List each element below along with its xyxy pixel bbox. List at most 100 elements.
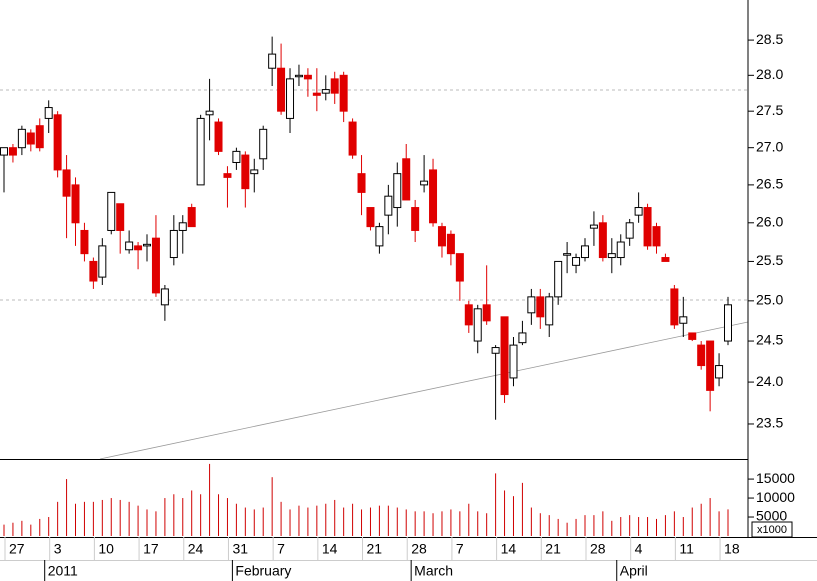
unit-box	[751, 521, 793, 538]
candle-body	[116, 203, 125, 231]
candle-body	[429, 169, 438, 224]
month-label: March	[414, 563, 453, 579]
month-label: 2011	[48, 563, 78, 579]
candle-body	[125, 241, 134, 251]
candle-body	[357, 173, 366, 193]
candle-body	[178, 222, 187, 231]
candle-body	[706, 340, 715, 391]
candle-body	[598, 222, 607, 259]
candle-body	[491, 347, 500, 354]
candle-body	[205, 110, 214, 116]
y-tick-label: 28.0	[756, 66, 783, 82]
candle-body	[652, 226, 661, 247]
candle-body	[134, 245, 143, 251]
x-tick-label: 7	[456, 541, 464, 557]
y-tick-label: 25.0	[756, 292, 783, 308]
candle-body	[196, 117, 205, 186]
candle-body	[169, 229, 178, 259]
candle-body	[724, 304, 732, 342]
candle-body	[393, 173, 402, 209]
candle-body	[697, 344, 706, 367]
x-tick-label: 21	[545, 541, 561, 557]
x-tick-label: 14	[501, 541, 517, 557]
y-tick-label: 26.5	[756, 176, 783, 192]
x-tick-label: 10	[98, 541, 114, 557]
x-tick-label: 14	[322, 541, 338, 557]
x-tick-label: 27	[9, 541, 25, 557]
candle-body	[44, 107, 53, 119]
y-tick-label: 27.5	[756, 102, 783, 118]
candle-body	[589, 224, 598, 229]
candle-body	[187, 207, 196, 228]
x-tick-label: 18	[724, 541, 740, 557]
candle-body	[62, 169, 71, 197]
candle-body	[143, 243, 152, 247]
candle-body	[464, 304, 473, 326]
trend-line	[99, 321, 749, 460]
candle-body	[89, 260, 98, 282]
candle-body	[679, 316, 688, 324]
y-tick-label: 23.5	[756, 415, 783, 431]
candle-body	[446, 233, 455, 255]
candle-body	[160, 288, 169, 306]
candle-body	[437, 226, 446, 247]
candle-body	[473, 308, 482, 342]
x-tick-label: 11	[679, 541, 694, 557]
x-tick-label: 17	[143, 541, 159, 557]
candle-body	[572, 257, 581, 266]
candle-body	[232, 150, 241, 163]
candle-body	[661, 257, 670, 262]
x-tick-label: 24	[188, 541, 204, 557]
candle-body	[223, 173, 232, 178]
candle-body	[625, 222, 634, 239]
y-tick-label: 28.5	[756, 31, 783, 47]
candle-body	[563, 253, 572, 256]
candle-body	[518, 332, 527, 344]
candle-body	[17, 128, 26, 149]
candle-body	[277, 67, 286, 112]
x-tick-label: 21	[367, 541, 383, 557]
candle-body	[670, 288, 679, 326]
x-tick-label: 4	[635, 541, 643, 557]
candle-body	[241, 154, 250, 190]
candle-body	[151, 237, 160, 294]
candle-body	[616, 241, 625, 259]
candle-body	[643, 207, 652, 247]
candle-body	[527, 296, 536, 314]
x-tick-label: 28	[590, 541, 606, 557]
volume-tick-label: 5000	[756, 508, 787, 524]
candle-body	[715, 365, 724, 379]
month-label: April	[620, 563, 648, 579]
candle-body	[634, 207, 643, 216]
candle-body	[420, 180, 429, 186]
y-tick-label: 24.0	[756, 373, 783, 389]
candle-body	[366, 207, 375, 228]
y-tick-label: 25.5	[756, 252, 783, 268]
candle-body	[455, 253, 464, 282]
candle-body	[500, 316, 509, 396]
x-tick-label: 28	[411, 541, 427, 557]
candle-body	[321, 89, 330, 94]
candle-body	[250, 169, 259, 175]
x-tick-label: 7	[277, 541, 285, 557]
y-tick-label: 26.0	[756, 213, 783, 229]
candle-body	[384, 195, 393, 216]
candle-body	[536, 296, 545, 318]
month-label: February	[235, 563, 291, 579]
y-tick-label: 27.0	[756, 138, 783, 154]
candle-body	[339, 74, 348, 112]
candle-body	[26, 132, 35, 145]
volume-tick-label: 10000	[756, 489, 795, 505]
candle-body	[71, 184, 80, 224]
candle-body	[607, 253, 616, 259]
candle-body	[330, 78, 339, 94]
candle-body	[375, 226, 384, 247]
candle-body	[0, 147, 8, 156]
volume-tick-label: 15000	[756, 470, 795, 486]
candle-body	[286, 78, 295, 119]
candle-body	[303, 74, 312, 80]
candle-body	[312, 92, 321, 96]
candle-body	[348, 121, 357, 156]
candle-body	[482, 304, 491, 322]
